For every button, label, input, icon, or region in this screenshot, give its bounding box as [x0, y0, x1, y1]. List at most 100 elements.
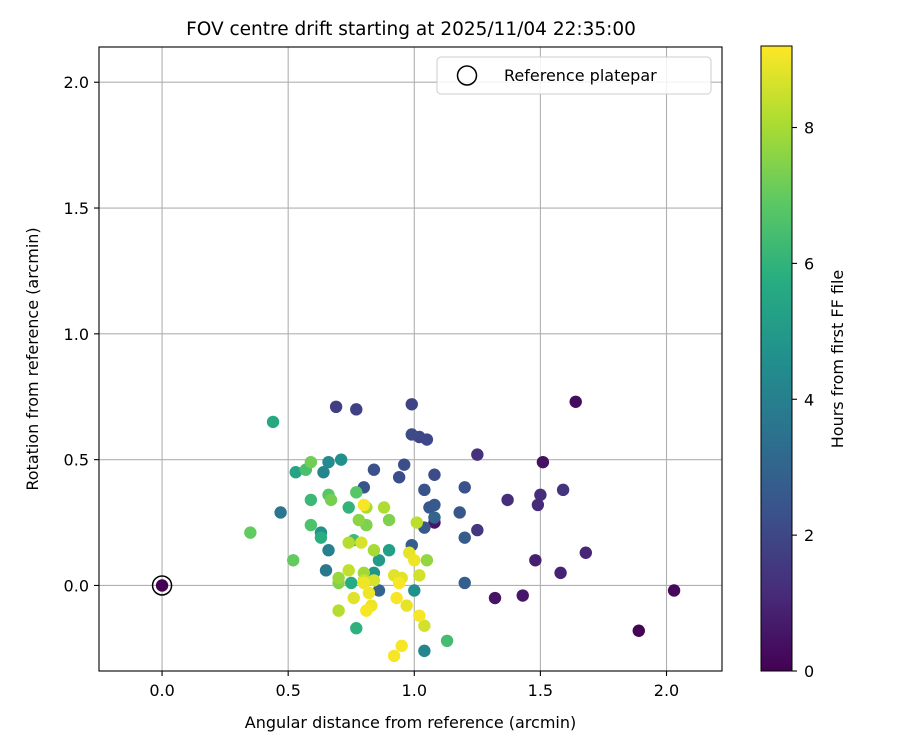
data-point	[413, 609, 426, 622]
data-point	[342, 536, 355, 549]
data-point	[317, 466, 330, 479]
data-point	[332, 571, 345, 585]
data-point	[471, 523, 484, 537]
legend-box	[436, 56, 712, 95]
x-tick-label: 1.0	[402, 681, 427, 700]
data-point	[405, 398, 418, 411]
data-point	[536, 455, 550, 469]
data-point	[453, 506, 466, 519]
data-point	[357, 498, 371, 512]
y-tick-label: 0.0	[64, 576, 89, 595]
data-point	[667, 584, 681, 597]
data-point	[458, 576, 471, 590]
y-tick-label: 2.0	[64, 73, 89, 92]
data-point	[372, 554, 386, 567]
data-point	[488, 591, 502, 605]
data-point	[418, 619, 431, 632]
y-tick-label: 1.5	[64, 199, 89, 218]
data-point	[355, 536, 368, 549]
data-point	[367, 463, 381, 476]
data-point	[501, 493, 514, 507]
colorbar-tick-label: 2	[804, 526, 814, 545]
data-point	[392, 471, 406, 484]
data-point	[367, 544, 381, 557]
colorbar-tick-label: 6	[804, 254, 814, 273]
data-point	[266, 415, 280, 429]
data-point	[357, 576, 371, 590]
data-point	[347, 591, 360, 605]
colorbar-ticks: 0 2 4 6 8	[792, 119, 814, 681]
colorbar-tick-label: 4	[804, 390, 814, 409]
data-point	[395, 639, 408, 653]
data-point	[342, 501, 355, 514]
x-tick-label: 0.5	[275, 681, 300, 700]
data-point	[304, 493, 318, 507]
data-point	[408, 554, 421, 567]
data-point	[350, 486, 363, 499]
data-point	[428, 468, 441, 481]
data-point	[350, 622, 363, 635]
data-point	[458, 481, 471, 494]
y-tick-label: 0.5	[64, 451, 89, 470]
data-point	[405, 428, 418, 441]
reference-marker-group	[151, 575, 173, 596]
data-point	[534, 488, 547, 502]
reference-platepar-marker	[151, 575, 173, 596]
data-point	[458, 531, 471, 544]
colorbar-tick-label: 8	[804, 119, 814, 138]
x-axis: 0.0 0.5 1.0 1.5 2.0	[149, 671, 679, 700]
data-point	[372, 584, 386, 597]
data-point	[274, 506, 287, 519]
data-point	[362, 586, 376, 600]
legend-marker-icon	[456, 65, 478, 86]
data-point	[329, 400, 343, 414]
x-axis-label: Angular distance from reference (arcmin)	[245, 713, 576, 732]
data-point	[304, 518, 318, 532]
data-points	[155, 395, 681, 663]
data-point	[360, 604, 373, 617]
data-point	[342, 564, 355, 577]
data-point	[155, 579, 169, 592]
legend-entry-label: Reference platepar	[504, 66, 657, 85]
data-point	[428, 511, 441, 524]
data-point	[244, 526, 257, 539]
x-tick-label: 1.5	[528, 681, 553, 700]
x-tick-label: 2.0	[654, 681, 679, 700]
data-point	[314, 531, 328, 544]
data-point	[529, 554, 542, 567]
data-point	[418, 644, 431, 658]
y-axis: 0.0 0.5 1.0 1.5 2.0	[64, 73, 99, 595]
data-point	[289, 466, 302, 479]
data-point	[322, 544, 335, 557]
data-point	[516, 589, 529, 602]
data-point	[367, 574, 381, 587]
data-point	[428, 498, 441, 512]
data-point	[556, 483, 570, 497]
data-point	[319, 564, 333, 577]
data-point	[382, 544, 396, 557]
data-point	[579, 546, 592, 559]
legend: Reference platepar	[436, 56, 712, 95]
data-point	[304, 455, 318, 469]
data-point	[632, 624, 645, 637]
data-point	[334, 453, 348, 466]
data-point	[408, 584, 421, 597]
data-point	[350, 403, 363, 416]
data-point	[382, 513, 396, 527]
data-point	[531, 498, 545, 512]
data-point	[390, 591, 403, 605]
data-point	[397, 458, 411, 471]
data-point	[418, 483, 431, 497]
data-point	[569, 395, 582, 408]
data-point	[400, 599, 413, 612]
colorbar-label: Hours from first FF file	[828, 270, 847, 449]
data-point	[554, 566, 567, 580]
y-axis-label: Rotation from reference (arcmin)	[23, 227, 42, 490]
data-point	[440, 634, 454, 648]
colorbar-tick-label: 0	[804, 662, 814, 681]
data-point	[322, 455, 335, 469]
plot-frame	[98, 46, 723, 672]
data-point	[410, 516, 424, 529]
